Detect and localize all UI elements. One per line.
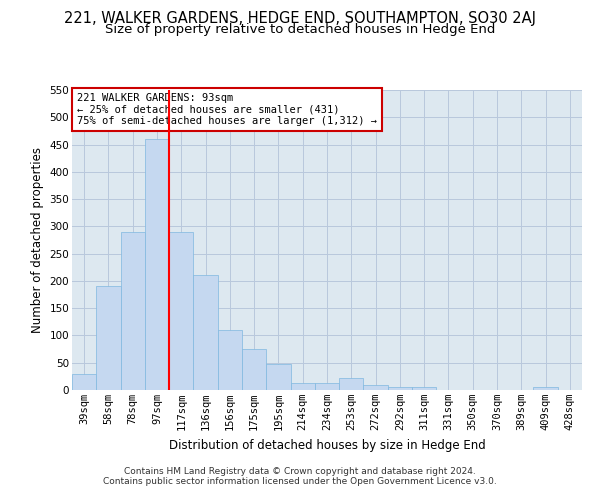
Bar xyxy=(364,384,388,390)
Bar xyxy=(533,388,558,390)
Bar xyxy=(412,386,436,390)
Bar xyxy=(96,286,121,390)
X-axis label: Distribution of detached houses by size in Hedge End: Distribution of detached houses by size … xyxy=(169,438,485,452)
Bar xyxy=(290,383,315,390)
Bar xyxy=(145,139,169,390)
Text: Size of property relative to detached houses in Hedge End: Size of property relative to detached ho… xyxy=(105,22,495,36)
Bar xyxy=(218,330,242,390)
Text: Contains public sector information licensed under the Open Government Licence v3: Contains public sector information licen… xyxy=(103,477,497,486)
Bar xyxy=(315,384,339,390)
Text: 221, WALKER GARDENS, HEDGE END, SOUTHAMPTON, SO30 2AJ: 221, WALKER GARDENS, HEDGE END, SOUTHAMP… xyxy=(64,11,536,26)
Text: Contains HM Land Registry data © Crown copyright and database right 2024.: Contains HM Land Registry data © Crown c… xyxy=(124,467,476,476)
Text: 221 WALKER GARDENS: 93sqm
← 25% of detached houses are smaller (431)
75% of semi: 221 WALKER GARDENS: 93sqm ← 25% of detac… xyxy=(77,93,377,126)
Bar xyxy=(169,232,193,390)
Bar xyxy=(388,388,412,390)
Bar xyxy=(339,378,364,390)
Y-axis label: Number of detached properties: Number of detached properties xyxy=(31,147,44,333)
Bar xyxy=(242,349,266,390)
Bar xyxy=(72,374,96,390)
Bar xyxy=(266,364,290,390)
Bar xyxy=(121,232,145,390)
Bar xyxy=(193,276,218,390)
